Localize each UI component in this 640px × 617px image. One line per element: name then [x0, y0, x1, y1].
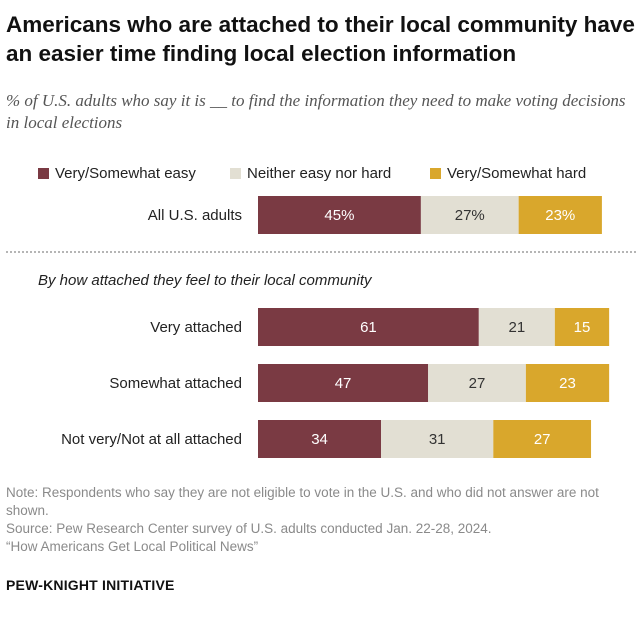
bar-hard-somewhat-attached — [525, 364, 610, 402]
data-label-easy-very-attached: 61 — [360, 319, 377, 336]
source-text: Source: Pew Research Center survey of U.… — [6, 521, 492, 536]
legend: Very/Somewhat easy Neither easy nor hard… — [0, 165, 640, 187]
bar-hard-all-adults — [518, 196, 602, 234]
legend-item-easy: Very/Somewhat easy — [38, 165, 196, 182]
bar-easy-very-attached — [258, 308, 479, 346]
stacked-bar-chart: All U.S. adults 45% 27% 23% Very attached 61 2… — [61, 196, 610, 458]
category-label-all-adults: All U.S. adults — [148, 207, 242, 224]
data-label-neither-all-adults: 27% — [455, 207, 485, 224]
bar-neither-very-attached — [478, 308, 555, 346]
legend-item-hard: Very/Somewhat hard — [430, 165, 586, 182]
brand-label: PEW-KNIGHT INITIATIVE — [6, 577, 175, 593]
legend-swatch-hard — [430, 168, 441, 179]
data-label-hard-very-attached: 15 — [574, 319, 591, 336]
data-label-easy-somewhat-attached: 47 — [335, 375, 352, 392]
legend-label-easy: Very/Somewhat easy — [55, 165, 196, 182]
note-text: Note: Respondents who say they are not e… — [6, 485, 599, 518]
section-divider — [6, 251, 636, 253]
data-label-neither-not-attached: 31 — [429, 431, 446, 448]
data-label-hard-somewhat-attached: 23 — [559, 375, 576, 392]
chart-subtitle: % of U.S. adults who say it is __ to fin… — [6, 91, 626, 132]
legend-swatch-easy — [38, 168, 49, 179]
category-label-somewhat-attached: Somewhat attached — [109, 375, 242, 392]
legend-swatch-neither — [230, 168, 241, 179]
group-label: By how attached they feel to their local… — [38, 272, 372, 289]
report-title: “How Americans Get Local Political News” — [6, 539, 259, 554]
bar-neither-all-adults — [420, 196, 519, 234]
data-label-neither-very-attached: 21 — [508, 319, 525, 336]
bar-hard-not-attached — [493, 420, 592, 458]
data-label-neither-somewhat-attached: 27 — [469, 375, 486, 392]
bar-neither-not-attached — [381, 420, 494, 458]
data-label-hard-not-attached: 27 — [534, 431, 551, 448]
bar-easy-somewhat-attached — [258, 364, 429, 402]
data-label-hard-all-adults: 23% — [545, 207, 575, 224]
legend-item-neither: Neither easy nor hard — [230, 165, 391, 182]
legend-label-hard: Very/Somewhat hard — [447, 165, 587, 182]
data-label-easy-all-adults: 45% — [324, 207, 354, 224]
data-label-easy-not-attached: 34 — [311, 431, 328, 448]
bar-neither-somewhat-attached — [428, 364, 526, 402]
bar-easy-not-attached — [258, 420, 382, 458]
chart-title: Americans who are attached to their loca… — [6, 12, 635, 66]
legend-label-neither: Neither easy nor hard — [247, 165, 392, 182]
notes: Note: Respondents who say they are not e… — [6, 484, 636, 556]
category-label-not-attached: Not very/Not at all attached — [61, 431, 242, 448]
bar-hard-very-attached — [554, 308, 610, 346]
category-label-very-attached: Very attached — [150, 319, 242, 336]
bar-easy-all-adults — [258, 196, 421, 234]
